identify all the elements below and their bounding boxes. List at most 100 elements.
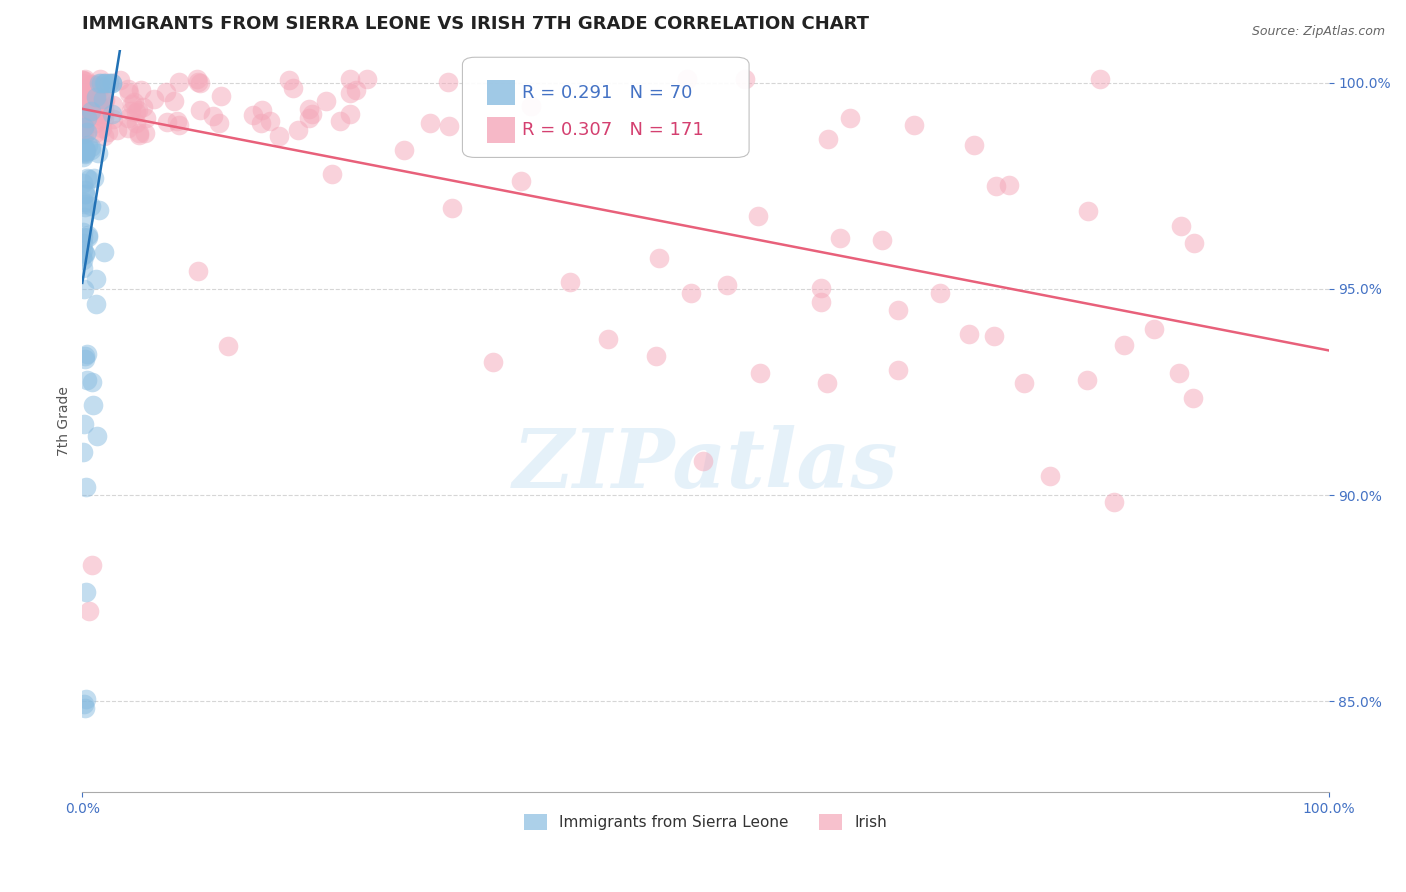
Bar <box>488 117 515 143</box>
Point <box>72 230 94 244</box>
Point <box>72 85 94 99</box>
Point <box>75 146 97 161</box>
Point <box>648 251 671 265</box>
Point <box>76 137 98 152</box>
Point <box>73 146 96 161</box>
Point <box>1182 235 1205 250</box>
Point <box>482 355 505 369</box>
Point <box>86 116 108 130</box>
Point <box>75 72 97 87</box>
Point <box>298 102 321 116</box>
Point <box>163 94 186 108</box>
Point <box>73 102 96 116</box>
Point <box>1181 391 1204 405</box>
Point <box>72 126 94 140</box>
Point <box>73 142 96 156</box>
Point <box>82 81 104 95</box>
Text: ZIPatlas: ZIPatlas <box>513 425 898 506</box>
Point <box>72 113 94 128</box>
Point <box>93 129 115 144</box>
Point <box>84 296 107 310</box>
Point <box>169 74 191 88</box>
Point <box>208 116 231 130</box>
Point <box>80 100 103 114</box>
Point <box>321 167 343 181</box>
Point <box>73 197 96 211</box>
Point <box>117 82 139 96</box>
Text: R = 0.307   N = 171: R = 0.307 N = 171 <box>522 120 704 138</box>
Point <box>73 186 96 201</box>
Point <box>392 143 415 157</box>
Point <box>76 110 98 124</box>
Point <box>72 73 94 87</box>
Point <box>87 98 110 112</box>
Point <box>101 112 124 127</box>
Point <box>76 93 98 107</box>
Point <box>91 92 114 106</box>
Point <box>716 278 738 293</box>
Point <box>73 103 96 117</box>
Point <box>1077 203 1099 218</box>
Point <box>84 272 107 286</box>
Point <box>984 178 1007 193</box>
Point <box>301 107 323 121</box>
Point <box>957 327 980 342</box>
Point <box>73 120 96 134</box>
Point <box>72 116 94 130</box>
Point <box>76 170 98 185</box>
Point <box>749 366 772 380</box>
Point <box>72 253 94 268</box>
Text: R = 0.291   N = 70: R = 0.291 N = 70 <box>522 84 693 102</box>
Point <box>1012 376 1035 391</box>
Point <box>73 74 96 88</box>
Point <box>734 71 756 86</box>
Point <box>77 603 100 617</box>
Point <box>89 76 111 90</box>
Point <box>187 264 209 278</box>
Point <box>73 141 96 155</box>
Point <box>94 76 117 90</box>
Point <box>143 92 166 106</box>
Point <box>167 118 190 132</box>
Point <box>817 132 839 146</box>
Point <box>117 112 139 126</box>
Point <box>437 75 460 89</box>
Point <box>86 429 108 443</box>
Point <box>80 77 103 91</box>
Point <box>73 141 96 155</box>
Point <box>72 114 94 128</box>
Point <box>76 84 98 98</box>
Point <box>73 701 96 715</box>
Point <box>77 172 100 186</box>
Point <box>125 116 148 130</box>
Point <box>101 76 124 90</box>
Point <box>188 76 211 90</box>
Point <box>209 89 232 103</box>
Point <box>339 71 361 86</box>
Point <box>72 236 94 251</box>
Point <box>73 210 96 224</box>
Point <box>679 286 702 301</box>
Point <box>83 170 105 185</box>
Point <box>187 75 209 89</box>
Point <box>72 128 94 142</box>
Point <box>810 281 832 295</box>
Point <box>839 111 862 125</box>
Point <box>79 90 101 104</box>
Point <box>105 123 128 137</box>
Point <box>97 76 120 90</box>
Point <box>124 95 146 109</box>
Point <box>89 79 111 94</box>
Point <box>1167 367 1189 381</box>
Point <box>97 125 120 139</box>
Point <box>298 111 321 125</box>
Point <box>93 112 115 126</box>
Point <box>82 104 104 119</box>
Point <box>72 118 94 132</box>
Point <box>903 118 925 132</box>
Point <box>315 94 337 108</box>
Point <box>77 227 100 242</box>
Point <box>186 71 208 86</box>
Point <box>259 113 281 128</box>
Point <box>82 87 104 101</box>
